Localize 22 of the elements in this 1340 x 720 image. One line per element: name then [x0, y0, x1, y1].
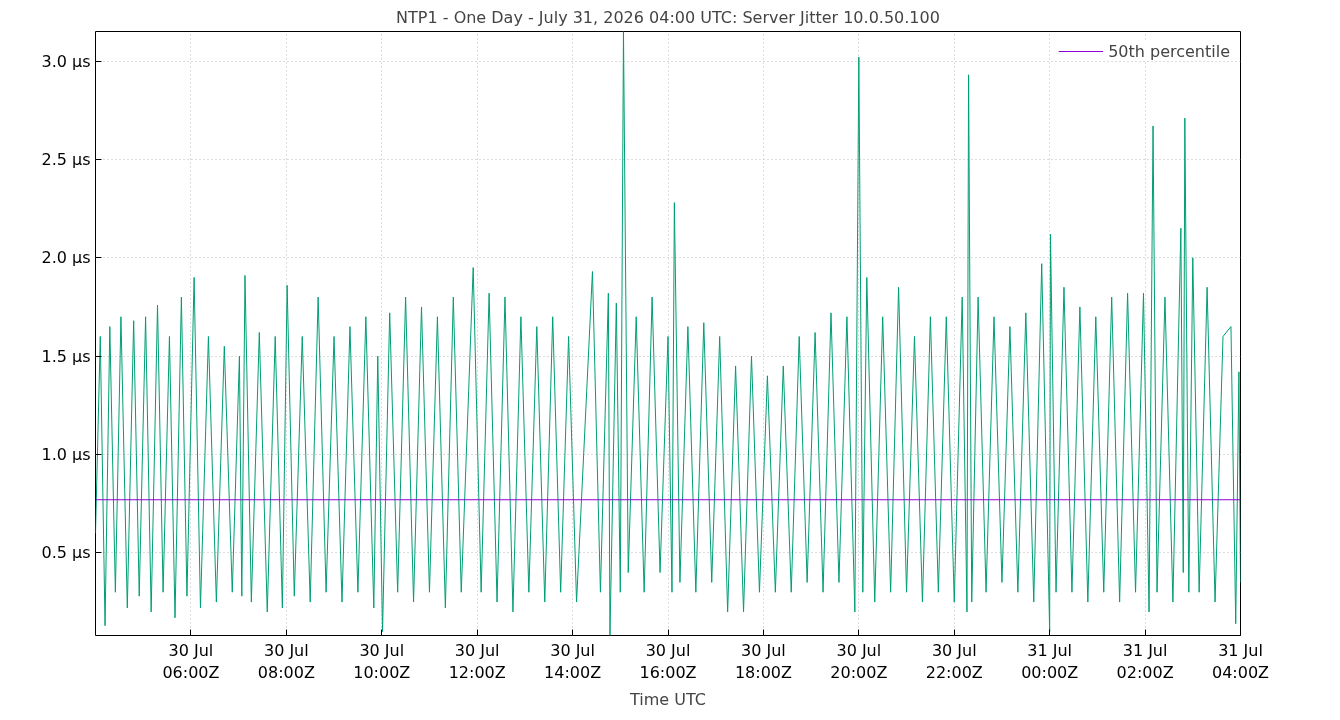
chart-title: NTP1 - One Day - July 31, 2026 04:00 UTC: Server Jitter 10.0.50.100 — [396, 7, 940, 27]
y-tick-label: 1.0 µs — [41, 445, 91, 464]
y-tick-label: 2.5 µs — [41, 149, 91, 169]
y-tick-label: 2.0 µs — [41, 248, 91, 268]
x-tick-label: 31 Jul 02:00Z — [1116, 640, 1174, 683]
x-tick-label: 31 Jul 00:00Z — [1021, 640, 1079, 683]
x-tick-label: 30 Jul 12:00Z — [448, 640, 506, 683]
y-tick-label: 1.5 µs — [41, 346, 91, 366]
x-tick-label: 30 Jul 18:00Z — [734, 640, 792, 683]
x-tick-label: 30 Jul 20:00Z — [830, 640, 888, 683]
x-tick-label: 30 Jul 06:00Z — [162, 640, 220, 683]
x-tick-label: 30 Jul 10:00Z — [353, 640, 411, 683]
x-axis-title: Time UTC — [629, 690, 706, 710]
x-tick-label: 31 Jul 04:00Z — [1211, 640, 1270, 683]
x-tick-label: 30 Jul 22:00Z — [925, 640, 983, 683]
x-tick-label: 30 Jul 14:00Z — [544, 640, 602, 683]
x-tick-label: 30 Jul 08:00Z — [257, 640, 315, 683]
x-tick-label: 30 Jul 16:00Z — [639, 640, 697, 683]
y-tick-label: 0.5 µs — [41, 543, 91, 563]
legend-label: 50th percentile — [1108, 41, 1230, 61]
line-series — [95, 31, 1241, 636]
y-tick-label: 3.0 µs — [41, 51, 91, 71]
